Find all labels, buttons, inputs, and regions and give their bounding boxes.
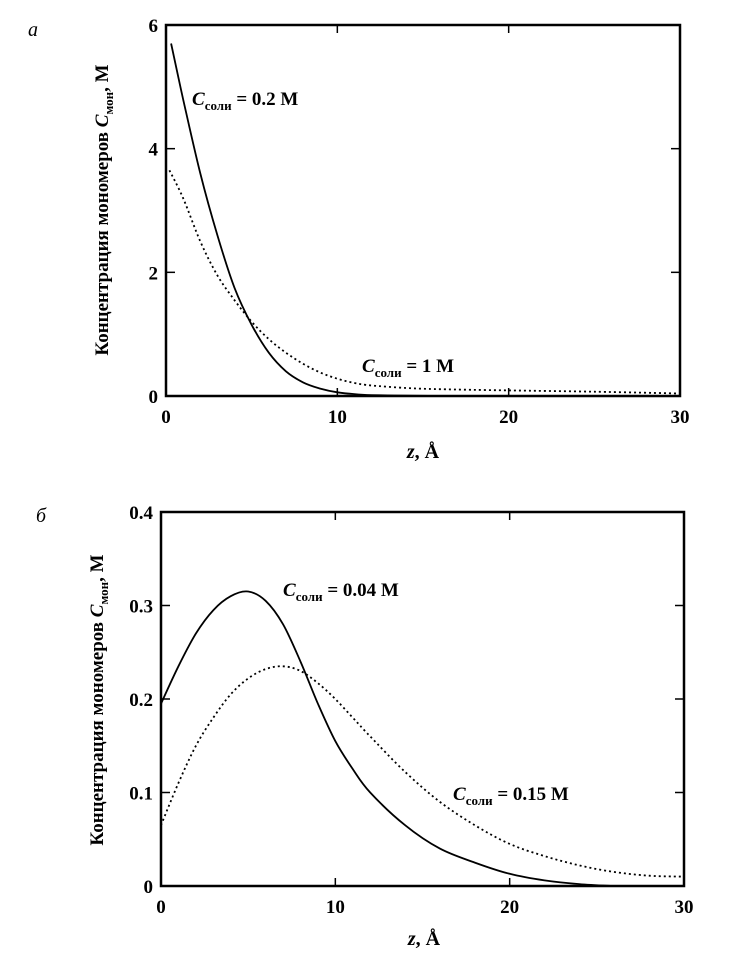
x-tick-label: 20 [499, 407, 518, 428]
annotation-salt-1M: Cсоли = 1 M [362, 356, 454, 380]
chart-panel-b: б 0 10 20 30 0 0.1 0.2 0.3 0.4 Cсоли = 0.04 M Cс… [36, 503, 694, 950]
annotation-value: = 0.2 M [232, 89, 299, 110]
annotation-salt-0.2M: Cсоли = 0.2 M [192, 89, 298, 113]
x-tick-label: 30 [675, 897, 694, 918]
annotation-value: = 1 M [402, 356, 455, 377]
plot-frame [164, 23, 682, 398]
annotation-symbol: C [192, 89, 205, 110]
x-tick-label: 0 [161, 407, 171, 428]
annotation-salt-0.04M: Cсоли = 0.04 M [283, 580, 399, 604]
x-tick-label: 10 [328, 407, 347, 428]
x-axis-label: z, Å [406, 440, 440, 463]
y-tick-label: 0 [144, 877, 154, 898]
x-tick-label: 10 [326, 897, 345, 918]
x-axis-unit: , Å [415, 440, 440, 463]
x-tick-label: 0 [156, 897, 166, 918]
y-axis-subscript: мон [101, 91, 116, 114]
y-tick-label: 0.4 [129, 503, 153, 524]
series-group [160, 590, 685, 887]
series-line-solid [160, 590, 615, 887]
annotation-symbol: C [362, 356, 375, 377]
ticks: 0 10 20 30 0 2 4 6 [149, 16, 690, 428]
annotation-subscript: соли [296, 589, 323, 604]
y-tick-label: 4 [149, 140, 159, 161]
series-line-dotted [168, 169, 681, 395]
y-axis-symbol: C [92, 114, 113, 127]
annotation-salt-0.15M: Cсоли = 0.15 M [453, 784, 569, 808]
annotation-subscript: соли [375, 365, 402, 380]
annotation-value: = 0.15 M [493, 784, 569, 805]
series-line-solid [170, 43, 680, 397]
x-tick-label: 30 [671, 407, 690, 428]
y-tick-label: 0.2 [129, 690, 153, 711]
x-axis-var: z [406, 441, 415, 463]
panel-label: а [28, 19, 38, 41]
x-axis-var: z [407, 928, 416, 950]
y-axis-unit: , М [92, 64, 113, 92]
y-tick-label: 0 [149, 387, 159, 408]
annotation-subscript: соли [466, 793, 493, 808]
y-axis-subscript: мон [96, 581, 111, 604]
x-tick-label: 20 [500, 897, 519, 918]
y-tick-label: 0.3 [129, 597, 153, 618]
y-axis-symbol: C [87, 604, 108, 617]
y-axis-label: Концентрация мономеров Cмон, М [87, 554, 111, 845]
y-tick-label: 2 [149, 263, 159, 284]
annotation-symbol: C [283, 580, 296, 601]
annotation-symbol: C [453, 784, 466, 805]
annotation-subscript: соли [205, 98, 232, 113]
y-axis-label: Концентрация мономеров Cмон, М [92, 64, 116, 355]
x-axis-label: z, Å [407, 927, 441, 950]
y-axis-unit: , М [87, 554, 108, 582]
y-tick-label: 0.1 [129, 784, 153, 805]
annotation-value: = 0.04 M [323, 580, 399, 601]
x-axis-unit: , Å [416, 927, 441, 950]
series-line-dotted [160, 665, 685, 878]
panel-label: б [36, 505, 47, 527]
plot-frame [159, 510, 686, 888]
series-group [168, 43, 681, 397]
ticks: 0 10 20 30 0 0.1 0.2 0.3 0.4 [129, 503, 693, 918]
y-axis-text: Концентрация мономеров [87, 617, 108, 845]
y-tick-label: 6 [149, 16, 159, 37]
y-axis-text: Концентрация мономеров [92, 127, 113, 355]
